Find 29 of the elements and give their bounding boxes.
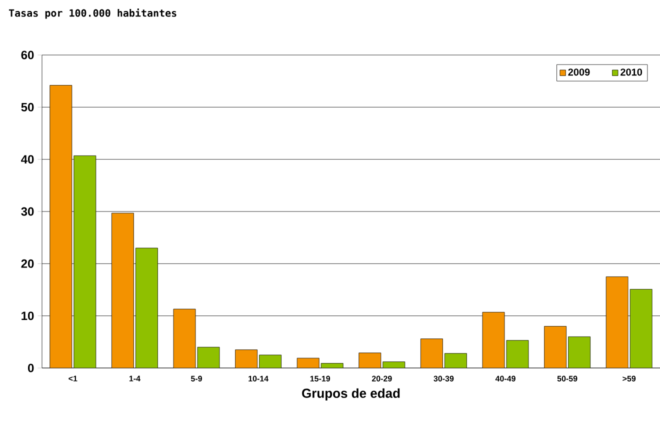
y-tick-label: 0 (28, 364, 34, 372)
legend-label: 2010 (620, 68, 642, 76)
bar (506, 340, 529, 368)
bar (259, 354, 282, 368)
x-tick-label: >59 (622, 376, 636, 382)
y-tick-label: 10 (22, 312, 34, 320)
y-tick-label: 40 (21, 155, 34, 164)
y-tick-label: 20 (21, 259, 34, 268)
x-tick-label: 30-39 (434, 376, 454, 382)
y-tick-label: 30 (21, 207, 34, 216)
chart-title: Tasas por 100.000 habitantes (8, 8, 176, 19)
bar (74, 155, 96, 368)
x-tick-label: 15-19 (310, 376, 330, 382)
x-tick-label: 40-49 (495, 376, 516, 382)
bar (197, 346, 220, 368)
x-tick-label: 10-14 (248, 376, 268, 382)
legend-label: 2009 (568, 68, 590, 76)
x-axis-title: Grupos de edad (302, 388, 400, 400)
y-tick-label: 50 (21, 102, 34, 112)
y-tick-label: 60 (21, 50, 34, 60)
x-tick-label: <1 (68, 376, 78, 382)
x-tick-label: 1-4 (129, 376, 140, 382)
bar (136, 248, 158, 368)
bar (630, 289, 652, 368)
bar (568, 336, 591, 368)
bar (444, 353, 467, 368)
x-tick-label: 50-59 (557, 376, 578, 382)
x-tick-label: 20-29 (372, 376, 392, 382)
x-tick-label: 5-9 (190, 376, 202, 382)
